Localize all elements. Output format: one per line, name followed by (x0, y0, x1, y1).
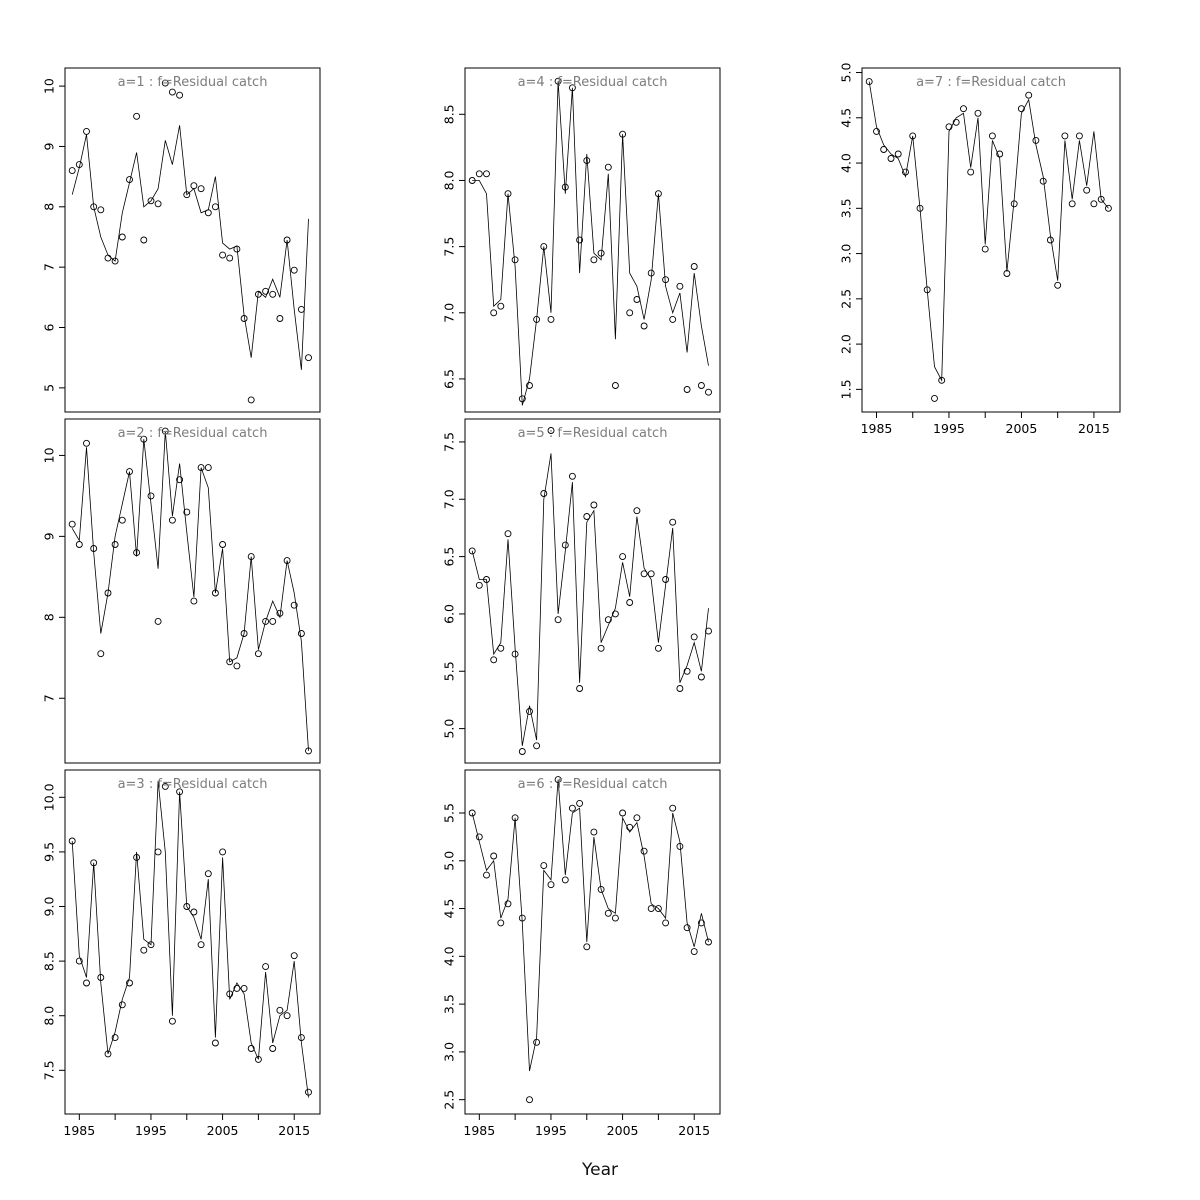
x-tick-label: 2005 (1006, 421, 1038, 436)
x-tick-label: 1985 (861, 421, 893, 436)
y-tick-label: 9.5 (41, 842, 56, 862)
observed-points-a7 (865, 78, 1112, 402)
x-tick-label: 2005 (607, 1123, 639, 1138)
panel-title-a1: a=1 : f=Residual catch (118, 75, 268, 90)
y-tick-label: 7.5 (41, 1060, 56, 1080)
x-tick-label: 1985 (463, 1123, 495, 1138)
y-tick-label: 8.0 (41, 1006, 56, 1026)
x-tick-label: 2015 (1078, 421, 1110, 436)
panel-a6: a=6 : f=Residual catch 2.5 3.0 3.5 4.0 4.5 5.0… (441, 769, 721, 1138)
y-tick-label: 9 (41, 532, 56, 540)
y-tick-label: 9.0 (41, 897, 56, 917)
y-tick-label: 3.0 (838, 244, 853, 264)
panel-a5: a=5 : f=Residual catch 5.0 5.5 6.0 6.5 7.0 7.5 (441, 418, 721, 764)
y-tick-label: 8.5 (441, 104, 456, 124)
y-tick-label: 7.0 (441, 303, 456, 323)
x-tick-label: 1995 (933, 421, 965, 436)
y-tick-label: 5.5 (441, 803, 456, 823)
y-tick-label: 8.5 (41, 951, 56, 971)
plot-box-a3 (64, 769, 321, 1115)
fitted-line-a6 (471, 779, 709, 1072)
y-tick-label: 6.0 (441, 604, 456, 624)
y-tick-label: 4.5 (838, 108, 853, 128)
panel-title-a3: a=3 : f=Residual catch (118, 777, 268, 792)
panel-a4: a=4 : f=Residual catch 6.5 7.0 7.5 8.0 8.5 (441, 67, 721, 413)
panel-a1: a=1 : f=Residual catch 5 6 7 8 9 10 (41, 67, 321, 413)
y-tick-label: 2.5 (838, 289, 853, 309)
observed-points-a4 (468, 77, 712, 403)
fitted-line-a4 (472, 81, 709, 406)
panel-a7: a=7 : f=Residual catch 1.5 2.0 2.5 3.0 3.5 4.0… (838, 63, 1121, 436)
y-tick-label: 8.0 (441, 170, 456, 190)
observed-points-a5 (468, 427, 712, 755)
y-tick-label: 7.5 (441, 432, 456, 452)
x-tick-label: 1995 (135, 1123, 167, 1138)
y-tick-label: 7.5 (441, 237, 456, 257)
y-tick-label: 7 (41, 263, 56, 271)
x-tick-label: 2005 (207, 1123, 239, 1138)
observed-points-a3 (68, 782, 312, 1096)
plot-box-a2 (64, 418, 321, 764)
y-tick-label: 5.5 (441, 661, 456, 681)
panel-title-a5: a=5 : f=Residual catch (518, 426, 668, 441)
observed-points-a2 (68, 427, 312, 755)
y-tick-label: 8 (41, 613, 56, 621)
y-tick-label: 3.5 (838, 198, 853, 218)
panel-title-a2: a=2 : f=Residual catch (118, 426, 268, 441)
x-axis-title: Year (582, 1160, 618, 1180)
plot-box-a5 (464, 418, 721, 764)
panel-title-a7: a=7 : f=Residual catch (916, 75, 1066, 90)
plot-box-a4 (464, 67, 721, 413)
y-tick-label: 3.0 (441, 1042, 456, 1062)
panel-title-a6: a=6 : f=Residual catch (518, 777, 668, 792)
y-tick-label: 7.0 (441, 489, 456, 509)
panel-a2: a=2 : f=Residual catch 7 8 9 10 (41, 418, 321, 764)
y-tick-label: 4.5 (441, 899, 456, 919)
y-tick-label: 10.0 (41, 783, 56, 811)
y-tick-label: 5.0 (441, 851, 456, 871)
plot-box-a6 (464, 769, 721, 1115)
y-tick-label: 8 (41, 203, 56, 211)
x-tick-label: 2015 (278, 1123, 310, 1138)
y-tick-label: 3.5 (441, 994, 456, 1014)
y-tick-label: 4.0 (838, 153, 853, 173)
y-tick-label: 6.5 (441, 547, 456, 567)
x-tick-label: 1985 (63, 1123, 95, 1138)
x-tick-label: 1995 (535, 1123, 567, 1138)
observed-points-a6 (468, 776, 712, 1104)
panel-title-a4: a=4 : f=Residual catch (518, 75, 668, 90)
y-tick-label: 7 (41, 694, 56, 702)
x-tick-label: 2015 (678, 1123, 710, 1138)
fitted-line-a5 (471, 453, 709, 746)
y-tick-label: 6.5 (441, 369, 456, 389)
fitted-line-a2 (71, 431, 309, 751)
y-tick-label: 5.0 (838, 63, 853, 83)
y-tick-label: 5 (41, 384, 56, 392)
y-tick-label: 5.0 (441, 719, 456, 739)
y-tick-label: 6 (41, 323, 56, 331)
panel-a3: a=3 : f=Residual catch 7.5 8.0 8.5 9.0 9.5 10.… (41, 769, 321, 1138)
fitted-line-a7 (868, 81, 1109, 382)
y-tick-label: 10 (41, 447, 56, 463)
y-tick-label: 2.0 (838, 334, 853, 354)
plot-box-a7 (861, 67, 1121, 413)
y-tick-label: 4.0 (441, 946, 456, 966)
observed-points-a1 (68, 79, 312, 404)
y-tick-label: 2.5 (441, 1090, 456, 1110)
y-tick-label: 1.5 (838, 379, 853, 399)
plot-box-a1 (64, 67, 321, 413)
fitted-line-a1 (71, 125, 309, 370)
fitted-line-a3 (71, 780, 309, 1098)
y-tick-label: 10 (41, 78, 56, 94)
y-tick-label: 9 (41, 142, 56, 150)
